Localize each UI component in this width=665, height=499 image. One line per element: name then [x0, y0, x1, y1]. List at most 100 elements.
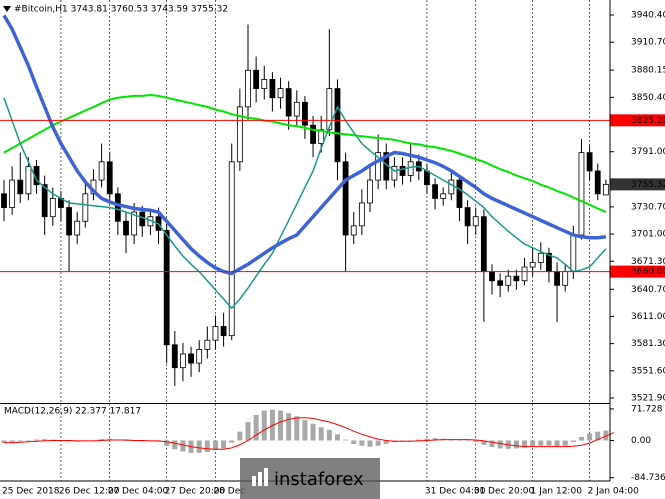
candle-body — [513, 275, 520, 282]
candle-body — [253, 69, 260, 89]
histogram-bar — [253, 414, 259, 441]
y-tick-label: 3671.30 — [631, 257, 665, 267]
histogram-bar — [603, 430, 609, 441]
histogram-bar — [261, 410, 267, 441]
watermark: instaforex — [240, 458, 380, 499]
histogram-bar — [229, 440, 235, 443]
histogram-bar — [489, 440, 495, 448]
level-label-box — [610, 114, 665, 127]
candle-body — [326, 88, 333, 131]
histogram-bar — [546, 440, 552, 446]
candle-body — [302, 101, 308, 126]
candle-body — [220, 326, 227, 337]
candle-body — [448, 179, 455, 195]
y-tick-label: 3910.70 — [631, 38, 665, 48]
histogram-bar — [587, 433, 593, 441]
histogram-bar — [595, 431, 601, 441]
y-tick-label: 0.00 — [631, 436, 651, 446]
candle-body — [464, 207, 471, 227]
histogram-bar — [286, 413, 292, 441]
histogram-bar — [343, 439, 349, 441]
histogram-bar — [367, 440, 373, 447]
histogram-bar — [473, 440, 479, 442]
y-tick-label: 3880.15 — [631, 66, 665, 76]
y-tick-label: 3521.90 — [631, 393, 665, 403]
candle-body — [188, 353, 194, 364]
candle-body — [9, 179, 16, 208]
candle-body — [261, 79, 268, 89]
histogram-bar — [465, 440, 471, 441]
histogram-bar — [408, 440, 414, 441]
histogram-bar — [34, 439, 40, 441]
candle-body — [1, 193, 7, 208]
candle-body — [586, 152, 593, 172]
candle-body — [562, 271, 569, 286]
histogram-bar — [562, 440, 568, 446]
histogram-bar — [123, 440, 129, 441]
x-tick-label: 2 Jan 04:00 — [588, 487, 640, 497]
candle-body — [578, 152, 585, 236]
candle-body — [25, 165, 32, 195]
histogram-bar — [522, 440, 528, 448]
candle-body — [399, 165, 406, 176]
watermark-box — [240, 458, 380, 499]
histogram-bar — [351, 440, 357, 444]
histogram-bar — [578, 436, 584, 441]
candle-body — [391, 165, 398, 181]
histogram-bar — [164, 440, 170, 446]
candle-body — [375, 152, 382, 181]
candle-body — [342, 161, 349, 236]
candle-body — [236, 106, 243, 163]
candle-body — [285, 88, 292, 117]
candle-body — [269, 79, 276, 99]
candle-body — [489, 271, 495, 282]
candle-body — [82, 193, 89, 222]
candle-body — [98, 161, 105, 181]
candle-body — [602, 183, 609, 196]
symbol-icon — [3, 6, 11, 12]
y-tick-label: 71.728 — [631, 404, 663, 414]
x-tick-label: 1 Jan 12:00 — [531, 487, 583, 497]
histogram-bar — [383, 440, 389, 444]
last-price-box — [610, 178, 665, 191]
level-label: 3825.29 — [631, 116, 665, 126]
histogram-bar — [245, 421, 251, 441]
watermark-text: instaforex — [274, 469, 364, 490]
candle-body — [521, 266, 528, 282]
candle-body — [456, 179, 463, 208]
candle-body — [131, 211, 138, 236]
x-tick-label: 26 Dec 12:00 — [59, 487, 120, 497]
histogram-bar — [278, 410, 284, 441]
logo-bar — [258, 472, 262, 486]
candle-body — [358, 202, 365, 227]
y-tick-label: 3791.00 — [631, 147, 665, 157]
histogram-bar — [326, 429, 332, 441]
candle-body — [407, 161, 414, 176]
histogram-bar — [99, 439, 105, 441]
candle-body — [367, 179, 373, 204]
y-tick-label: 3940.40 — [631, 11, 665, 21]
macd-title: MACD(12,26,9) 22.377 17.817 — [4, 407, 141, 417]
level-label-box — [610, 265, 665, 278]
histogram-bar — [180, 440, 186, 452]
logo-bar — [264, 468, 268, 486]
moving-average — [3, 97, 607, 310]
candle-body — [432, 184, 438, 199]
histogram-bar — [554, 440, 560, 447]
candle-body — [180, 353, 186, 369]
level-label: 3660.00 — [631, 267, 665, 277]
candle-body — [472, 216, 479, 227]
histogram-bar — [42, 439, 48, 441]
histogram-bar — [172, 440, 178, 450]
candle-body — [440, 193, 447, 199]
candle-body — [310, 124, 316, 144]
histogram-bar — [481, 440, 487, 445]
candle-body — [66, 207, 72, 236]
y-tick-label: 3551.60 — [631, 366, 665, 376]
candle-body — [293, 101, 300, 117]
histogram-bar — [302, 420, 308, 441]
x-tick-label: 27 Dec 20:00 — [165, 487, 226, 497]
candle-body — [49, 197, 56, 218]
histogram-bar — [359, 440, 365, 446]
